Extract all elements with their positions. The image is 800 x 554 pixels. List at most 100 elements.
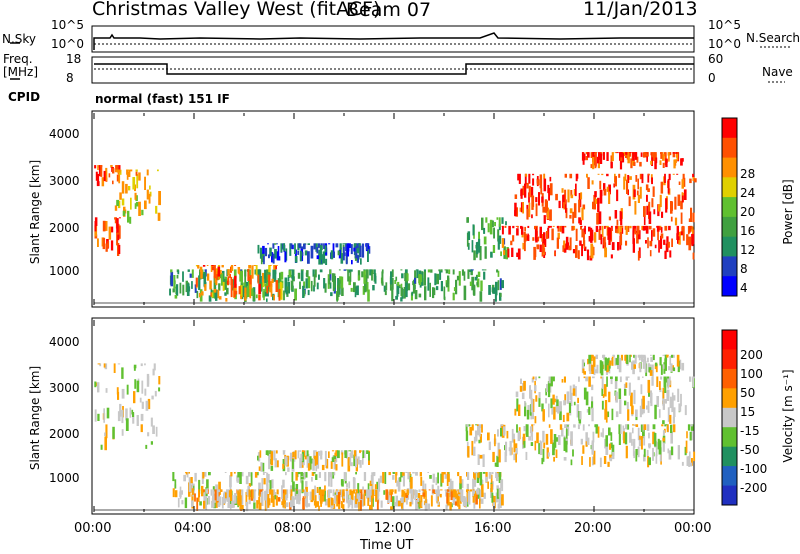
power-cell-r3 (463, 271, 466, 281)
velocity-cell-r4 (662, 437, 665, 442)
power-cell-r6 (501, 217, 504, 224)
power-cell-r8 (564, 201, 567, 209)
power-cell-r7 (620, 225, 624, 227)
velocity-cell-r5 (550, 398, 553, 409)
velocity-cell-r3 (287, 467, 290, 472)
velocity-cell-r4 (599, 457, 602, 468)
velocity-cell-r2 (241, 489, 244, 492)
velocity-cell-r1 (332, 472, 335, 479)
velocity-cell-r1 (467, 472, 470, 480)
power-cell-r8 (538, 192, 540, 206)
power-cell-r4 (197, 265, 199, 268)
velocity-cell-r3 (299, 450, 302, 452)
power-cell-r9 (594, 152, 598, 154)
power-cell-r3 (446, 282, 449, 288)
velocity-cell-r1 (191, 481, 194, 494)
velocity-cell-r1 (241, 472, 244, 477)
power-cell-r8 (645, 184, 649, 191)
velocity-cell-r3 (262, 462, 265, 472)
power-cell-r3 (472, 284, 476, 295)
velocity-cell-r4 (681, 461, 684, 466)
velocity-cell-r4 (604, 438, 607, 449)
power-cell-r8 (689, 178, 692, 184)
power-cell-r5 (313, 243, 316, 250)
power-cell-r3 (347, 269, 349, 282)
power-cell-r8 (678, 181, 681, 185)
velocity-cell-r4 (691, 424, 694, 431)
power-cell-r2 (138, 172, 141, 181)
power-cell-r5 (263, 256, 265, 265)
velocity-cell-r2 (218, 489, 221, 493)
velocity-cell-r6 (644, 361, 647, 373)
velocity-cell-r2 (329, 489, 332, 494)
nsearch-tick-top: 10^5 (708, 18, 741, 32)
power-cell-r7 (604, 247, 607, 258)
power-cell-r2 (116, 199, 119, 206)
power-cell-r9 (654, 157, 658, 164)
power-cell-r3 (299, 281, 301, 290)
velocity-cell-r2 (447, 492, 450, 506)
velocity-cell-r4 (666, 424, 669, 432)
velocity-cell-r4 (600, 432, 603, 437)
power-cell-r8 (520, 188, 523, 199)
power-cell-r3 (318, 274, 320, 280)
velocity-cell-r2 (248, 498, 251, 505)
power-cell-r5 (294, 255, 298, 263)
power-cell-r3 (404, 272, 407, 281)
power-cell-r8 (633, 189, 636, 197)
power-colorbar (721, 117, 738, 297)
velocity-cell-r1 (311, 472, 315, 476)
vel-cbar-tick-neg200: -200 (740, 481, 768, 495)
velocity-cell-r4 (566, 424, 570, 426)
velocity-cell-r4 (543, 442, 546, 449)
power-cell-r9 (629, 152, 632, 154)
power-cell-r9 (680, 158, 683, 166)
power-cell-r3 (391, 277, 394, 290)
power-cell-r9 (620, 157, 623, 162)
velocity-cell-r3 (335, 464, 338, 471)
power-cell-r8 (540, 188, 543, 195)
power-cell-r4 (234, 265, 237, 266)
power-cell-r8 (591, 180, 594, 185)
velocity-cell-r0 (125, 408, 128, 421)
velocity-cell-r0 (117, 411, 121, 422)
power-cell-r3 (427, 277, 430, 291)
power-cell-r7 (517, 225, 519, 228)
power-cell-r8 (549, 209, 552, 221)
power-cell-r7 (510, 240, 513, 246)
velocity-cell-r4 (647, 456, 650, 468)
velocity-cell-r6 (660, 364, 663, 375)
velocity-cell-r1 (202, 472, 205, 479)
power-cell-r5 (367, 249, 369, 262)
power-cell-r8 (624, 173, 627, 181)
power-cell-r3 (305, 278, 308, 289)
power-cell-r3 (497, 270, 500, 277)
velocity-cell-r3 (317, 455, 320, 469)
power-cell-r5 (260, 254, 263, 265)
velocity-cell-r4 (595, 424, 599, 434)
velocity-cell-r2 (458, 489, 462, 493)
power-cell-r7 (532, 237, 535, 241)
power-cell-r4 (211, 292, 214, 298)
power-cell-r5 (282, 243, 284, 249)
power-cell-r8 (627, 189, 629, 196)
power-cell-r8 (636, 190, 639, 196)
velocity-cell-r4 (668, 450, 672, 460)
velocity-cell-r1 (500, 480, 503, 489)
velocity-cell-r6 (676, 354, 680, 367)
velocity-cell-r5 (619, 399, 622, 414)
velocity-cell-r0 (103, 408, 105, 423)
nsky-tick-top: 10^5 (51, 18, 84, 32)
velocity-cell-r4 (612, 451, 615, 460)
velocity-cell-r1 (419, 472, 422, 477)
velocity-cell-r1 (410, 476, 413, 489)
power-cell-r3 (499, 278, 502, 290)
velocity-cell-r3 (324, 450, 327, 466)
power-cell-r3 (264, 283, 267, 292)
velocity-cell-r3 (299, 457, 302, 469)
velocity-cell-r5 (583, 387, 587, 400)
velocity-cell-r1 (206, 479, 209, 492)
velocity-cell-r0 (100, 444, 103, 450)
power-cell-r3 (175, 284, 179, 296)
power-cell-r3 (391, 287, 394, 302)
